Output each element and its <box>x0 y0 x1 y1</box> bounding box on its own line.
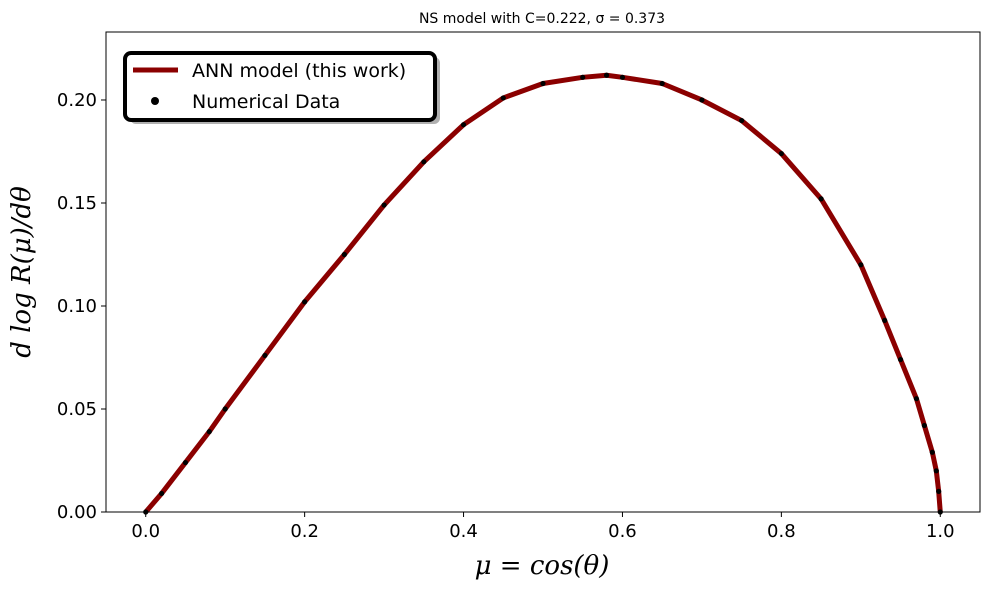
plot-frame <box>105 31 981 513</box>
numerical-data-point <box>929 449 935 455</box>
numerical-data-point <box>897 356 904 363</box>
ann-model-line <box>143 72 943 514</box>
numerical-data-point <box>580 74 586 80</box>
chart-title: NS model with C=0.222, σ = 0.373 <box>419 11 665 27</box>
numerical-data-point <box>262 352 268 359</box>
numerical-data-point <box>739 117 745 124</box>
numerical-data-point <box>381 202 387 208</box>
numerical-data-point <box>159 490 165 497</box>
y-tick-label: 0.15 <box>57 193 97 214</box>
legend-label-ann: ANN model (this work) <box>192 60 406 82</box>
numerical-data-point <box>540 80 546 87</box>
numerical-data-point <box>659 80 665 87</box>
x-tick-label: 0.8 <box>767 521 796 542</box>
y-axis-label: d log R(μ)/dθ <box>7 186 37 358</box>
numerical-data-point <box>619 74 626 80</box>
numerical-data-point <box>913 396 920 402</box>
numerical-data-point <box>699 97 705 103</box>
numerical-data-point <box>778 150 784 157</box>
numerical-data-point <box>222 406 228 412</box>
numerical-data-point <box>858 262 864 268</box>
numerical-data-point <box>500 95 506 101</box>
x-tick-label: 1.0 <box>926 521 955 542</box>
numerical-data-point <box>936 488 942 494</box>
numerical-data-point <box>933 468 939 474</box>
x-tick-label: 0.2 <box>290 521 319 542</box>
y-tick-label: 0.20 <box>57 90 97 111</box>
numerical-data-point <box>882 317 888 324</box>
numerical-data-point <box>302 299 308 305</box>
x-tick-label: 0.4 <box>449 521 478 542</box>
y-tick-label: 0.05 <box>57 399 97 420</box>
numerical-data-point <box>603 72 610 78</box>
x-tick-label: 0.0 <box>131 521 160 542</box>
x-axis-label: μ = cos(θ) <box>475 551 610 581</box>
legend-marker-swatch <box>151 97 159 105</box>
plot-area: 0.0 0.2 0.4 0.6 0.8 1.0 0.00 0.05 0.10 0.15 0.20 <box>57 31 981 542</box>
numerical-data-point <box>460 122 467 128</box>
numerical-data-point <box>206 429 212 435</box>
numerical-data-point <box>818 196 824 202</box>
legend: ANN model (this work) Numerical Data <box>123 51 440 124</box>
y-tick-label: 0.10 <box>57 296 97 317</box>
y-tick-label: 0.00 <box>57 502 97 523</box>
numerical-data-point <box>921 422 927 429</box>
x-tick-label: 0.6 <box>608 521 637 542</box>
numerical-data-point <box>182 459 189 466</box>
legend-box <box>123 51 437 122</box>
numerical-data-point <box>341 251 347 258</box>
numerical-data-point <box>421 159 427 165</box>
legend-label-numerical: Numerical Data <box>192 91 340 113</box>
